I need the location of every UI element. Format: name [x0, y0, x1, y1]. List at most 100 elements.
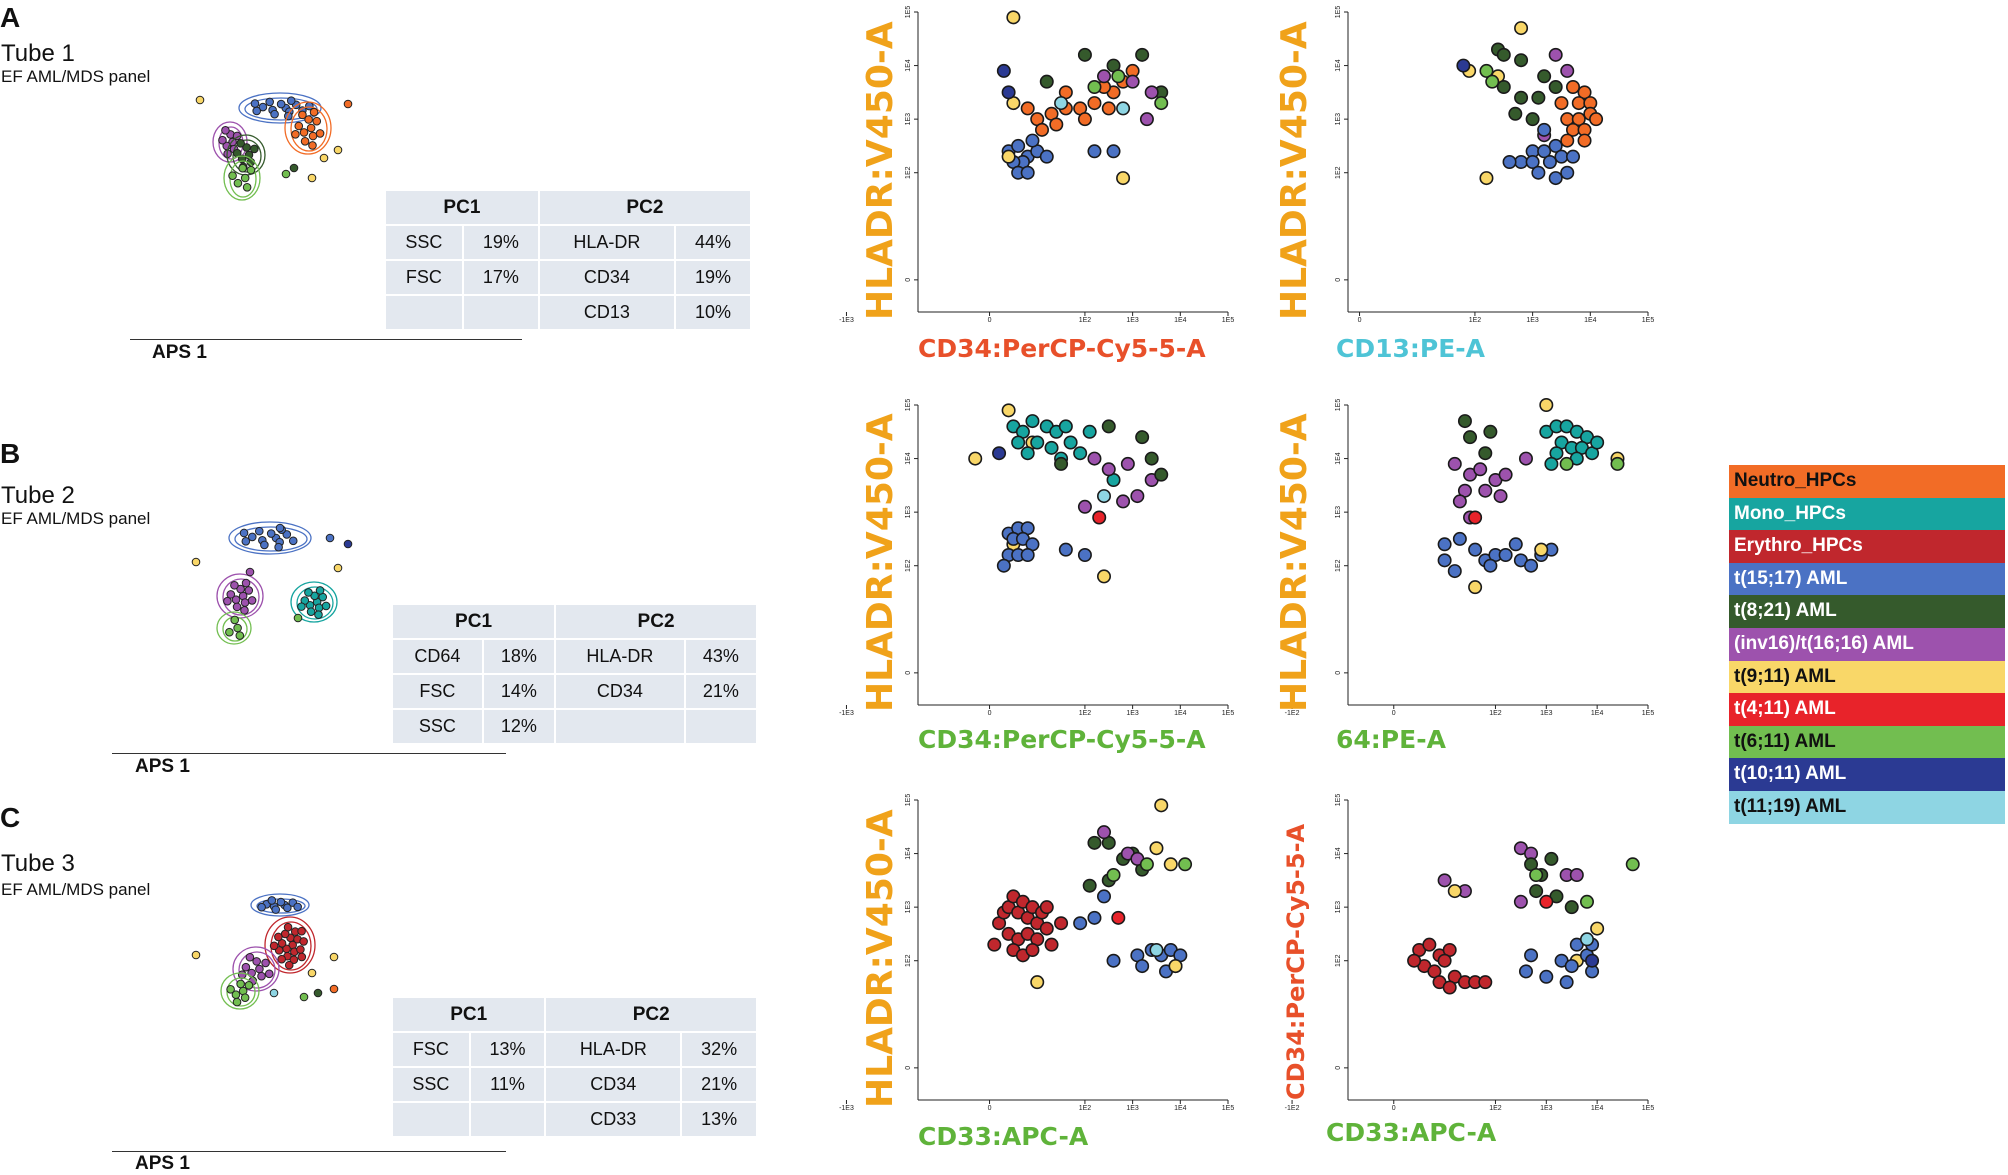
legend-item: Erythro_HPCs	[1729, 530, 2005, 563]
data-point	[1537, 122, 1552, 137]
contour	[223, 155, 261, 201]
data-point	[1135, 959, 1150, 974]
aps-axis-line	[112, 1151, 506, 1152]
data-point	[1154, 467, 1169, 482]
x-tick-label: 1E3	[1126, 1105, 1139, 1112]
y-tick-label: 1E3	[905, 506, 912, 519]
data-point	[343, 539, 353, 549]
data-point	[1087, 80, 1102, 95]
data-point	[1479, 171, 1494, 186]
table-cell: 43%	[685, 640, 756, 673]
data-point	[1163, 857, 1178, 872]
y-tick-label: 1E4	[905, 847, 912, 860]
data-point	[230, 615, 240, 625]
x-tick-label: 1E5	[1222, 317, 1235, 324]
aps-plot	[195, 92, 353, 201]
data-point	[1625, 857, 1640, 872]
table-cell: CD13	[539, 296, 675, 329]
x-axis-label: CD33:APC-A	[918, 1122, 1089, 1151]
pc1-header: PC1	[393, 998, 545, 1031]
data-point	[1539, 894, 1554, 909]
data-point	[1518, 964, 1533, 979]
contour	[232, 946, 280, 992]
data-point	[1039, 900, 1054, 915]
aps-axis-line	[130, 339, 522, 340]
data-point	[240, 993, 250, 1002]
x-axis-label: CD34:PerCP-Cy5-5-A	[918, 725, 1206, 754]
y-tick-label: 1E4	[1335, 452, 1342, 465]
contour	[238, 951, 276, 989]
data-point	[244, 981, 254, 990]
data-point	[1447, 456, 1462, 471]
data-point	[221, 126, 230, 135]
data-point	[1483, 558, 1498, 573]
data-point	[1537, 144, 1552, 159]
data-point	[1571, 96, 1586, 111]
data-point	[247, 596, 257, 605]
table-cell: 14%	[483, 675, 555, 708]
data-point	[283, 922, 293, 932]
panel-letter-a: A	[0, 2, 21, 33]
data-point	[1577, 133, 1592, 148]
table-cell: FSC	[386, 261, 462, 294]
data-point	[1020, 101, 1035, 116]
table-cell: CD64	[393, 640, 482, 673]
data-point	[237, 970, 247, 979]
x-axis-label: CD13:PE-A	[1336, 334, 1486, 363]
data-point	[270, 109, 279, 119]
data-point	[1571, 112, 1586, 127]
data-point	[321, 601, 331, 611]
data-point	[274, 542, 283, 552]
data-point	[1097, 825, 1112, 840]
data-point	[286, 96, 296, 105]
data-point	[1496, 80, 1511, 95]
data-point	[294, 121, 304, 131]
data-point	[992, 446, 1007, 461]
data-point	[307, 173, 317, 183]
aps-label: APS 1	[152, 342, 207, 363]
data-point	[329, 952, 339, 962]
y-tick-label: 1E5	[1335, 6, 1342, 19]
table-cell: SSC	[393, 710, 482, 743]
data-point	[1544, 456, 1559, 471]
legend-item: t(11;19) AML	[1729, 790, 2005, 824]
table-cell: 13%	[682, 1103, 756, 1136]
table-cell: 13%	[470, 1033, 545, 1066]
data-point	[1049, 117, 1064, 132]
table-cell: 32%	[682, 1033, 756, 1066]
data-point	[1039, 149, 1054, 164]
data-point	[235, 631, 245, 640]
data-point	[299, 937, 308, 946]
data-point	[1111, 910, 1126, 925]
data-point	[1544, 851, 1559, 866]
contour	[228, 521, 312, 555]
table-cell: CD34	[556, 675, 684, 708]
x-tick-label: 1E2	[1079, 317, 1092, 324]
data-point	[1073, 916, 1088, 931]
data-point	[1548, 47, 1563, 62]
data-point	[1524, 558, 1539, 573]
data-point	[333, 563, 343, 573]
y-tick-label: 1E2	[1335, 166, 1342, 179]
x-tick-label: 1E3	[1126, 710, 1139, 717]
data-point	[236, 584, 245, 594]
data-point	[257, 902, 266, 912]
data-point	[1106, 868, 1121, 883]
data-point	[228, 171, 237, 180]
contour	[284, 101, 332, 155]
data-point	[1101, 419, 1116, 434]
x-tick-label: 1E4	[1174, 317, 1187, 324]
table-cell: FSC	[393, 675, 482, 708]
data-point	[240, 173, 250, 183]
data-point	[308, 131, 318, 141]
y-tick-label: 1E2	[905, 954, 912, 967]
data-point	[291, 130, 300, 139]
data-point	[1502, 155, 1517, 170]
x-tick-label: 0	[1358, 317, 1362, 324]
data-point	[1498, 548, 1513, 563]
data-point	[1610, 456, 1625, 471]
data-point	[1447, 884, 1462, 899]
x-tick-label: 1E4	[1591, 1105, 1604, 1112]
data-point	[1498, 467, 1513, 482]
scatter-plot-c2: -1E2 0 1E2 1E3 1E4 1E5 0 1E2 1E3 1E4 1E5	[1285, 794, 1655, 1112]
